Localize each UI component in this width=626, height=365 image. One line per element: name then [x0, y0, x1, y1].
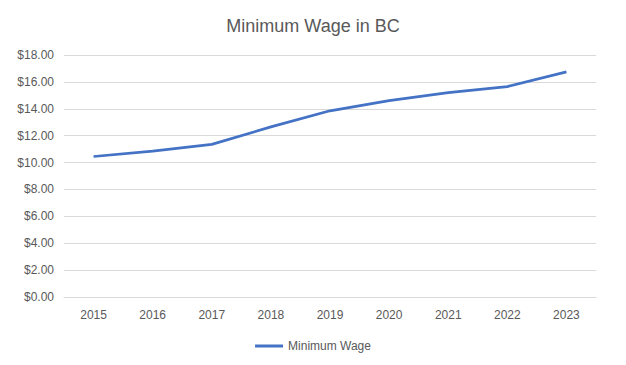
svg-text:Minimum Wage in BC: Minimum Wage in BC	[226, 16, 399, 36]
svg-text:2019: 2019	[317, 308, 344, 322]
svg-text:2016: 2016	[139, 308, 166, 322]
svg-text:$4.00: $4.00	[24, 236, 54, 250]
svg-text:$2.00: $2.00	[24, 263, 54, 277]
svg-text:$6.00: $6.00	[24, 209, 54, 223]
svg-text:$14.00: $14.00	[17, 102, 54, 116]
svg-text:2022: 2022	[494, 308, 521, 322]
svg-text:2015: 2015	[80, 308, 107, 322]
svg-text:2023: 2023	[553, 308, 580, 322]
svg-text:Minimum Wage: Minimum Wage	[288, 339, 371, 353]
svg-text:$0.00: $0.00	[24, 290, 54, 304]
svg-text:2021: 2021	[435, 308, 462, 322]
svg-text:2018: 2018	[258, 308, 285, 322]
svg-text:2017: 2017	[198, 308, 225, 322]
svg-text:$10.00: $10.00	[17, 156, 54, 170]
svg-text:$12.00: $12.00	[17, 129, 54, 143]
svg-text:2020: 2020	[376, 308, 403, 322]
svg-text:$16.00: $16.00	[17, 75, 54, 89]
svg-text:$8.00: $8.00	[24, 182, 54, 196]
svg-text:$18.00: $18.00	[17, 48, 54, 62]
